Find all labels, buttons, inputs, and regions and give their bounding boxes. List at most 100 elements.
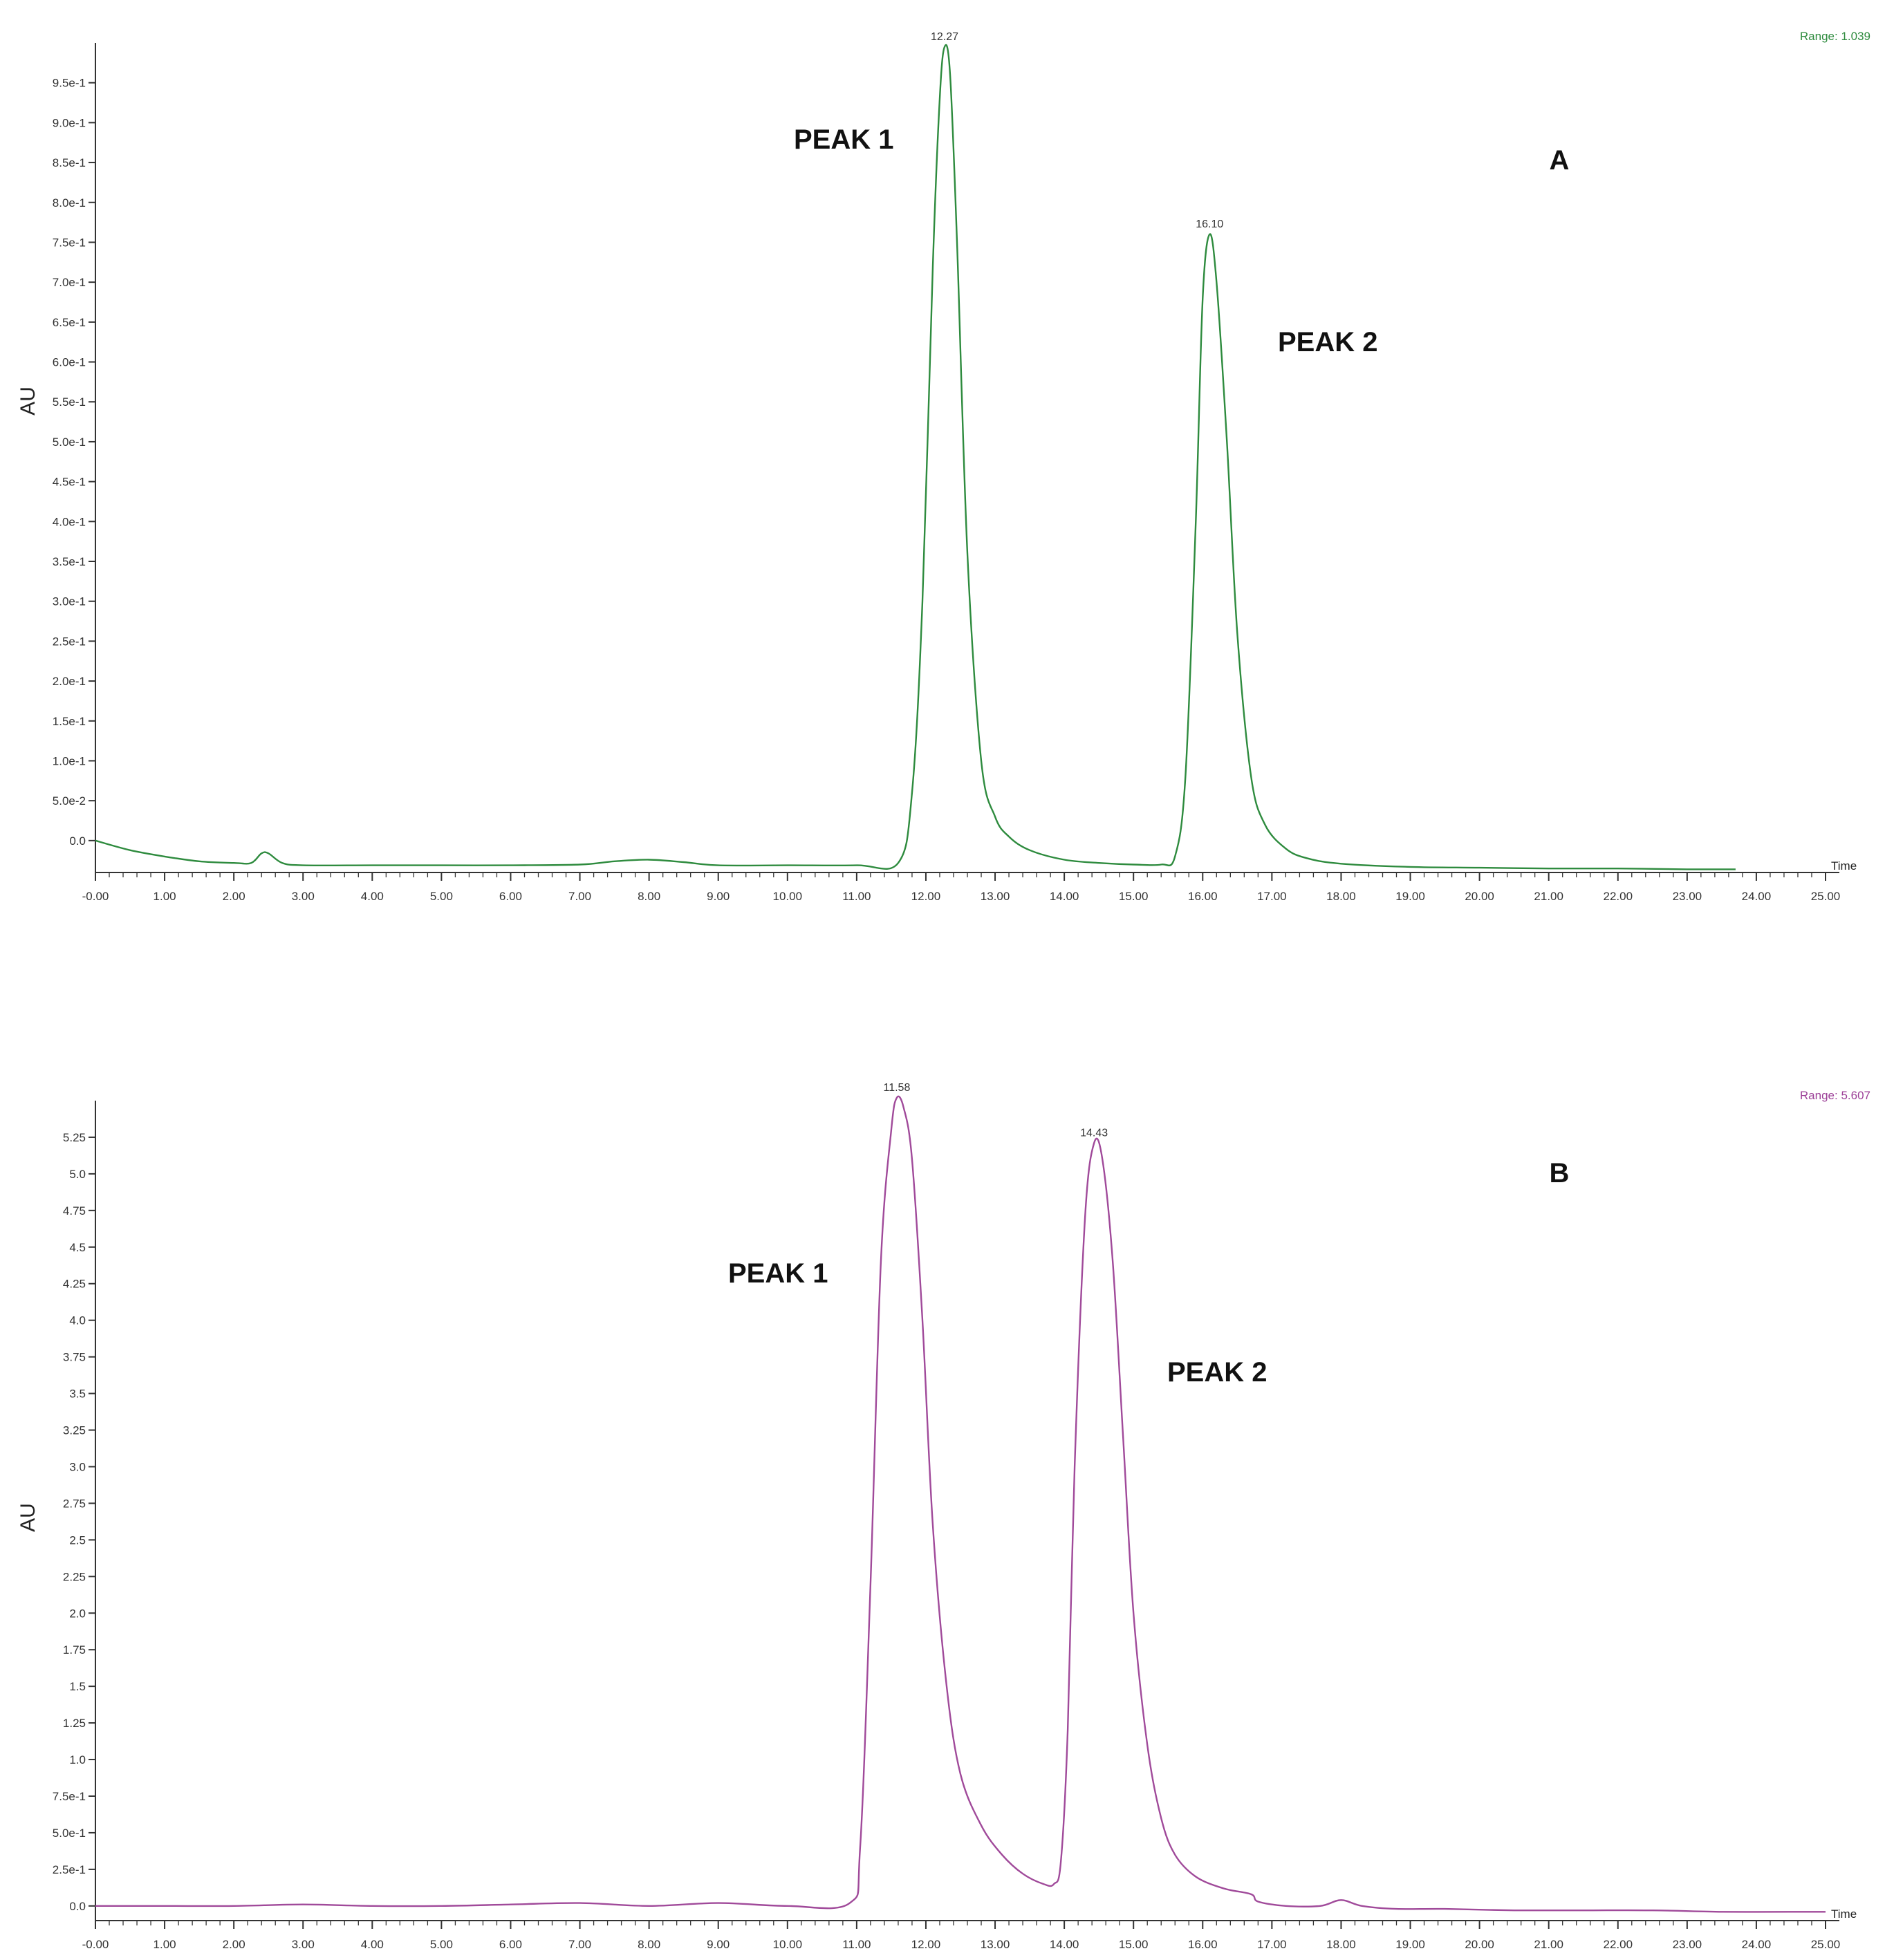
peak-name-label: PEAK 1 [794, 124, 894, 155]
x-tick-label: -0.00 [82, 1938, 109, 1951]
x-tick-label: 22.00 [1603, 1938, 1633, 1951]
y-tick-label: 1.0 [69, 1753, 86, 1766]
x-tick-label: 8.00 [638, 1938, 660, 1951]
y-tick-label: 0.0 [69, 1900, 86, 1913]
x-tick-label: 6.00 [499, 1938, 522, 1951]
y-tick-label: 4.25 [63, 1278, 86, 1291]
y-tick-label: 5.0e-2 [53, 794, 86, 808]
y-axis-title: AU [17, 386, 39, 416]
y-tick-label: 7.0e-1 [53, 276, 86, 289]
x-tick-label: 18.00 [1326, 890, 1356, 903]
x-tick-label: 1.00 [154, 1938, 176, 1951]
y-tick-label: 0.0 [69, 834, 86, 848]
y-tick-label: 5.0e-1 [53, 436, 86, 449]
y-tick-label: 1.75 [63, 1643, 86, 1656]
range-label: Range: 5.607 [1800, 1089, 1870, 1102]
peak-time-label: 14.43 [1080, 1127, 1108, 1139]
x-tick-label: 16.00 [1188, 1938, 1218, 1951]
x-tick-label: 2.00 [223, 1938, 245, 1951]
y-tick-label: 2.25 [63, 1570, 86, 1583]
x-tick-label: 9.00 [707, 1938, 730, 1951]
y-axis-title: AU [17, 1503, 39, 1532]
y-tick-label: 1.25 [63, 1717, 86, 1730]
x-tick-label: 8.00 [638, 890, 660, 903]
y-tick-label: 4.5 [69, 1241, 86, 1254]
y-tick-label: 2.5 [69, 1533, 86, 1547]
x-tick-label: 11.00 [842, 1938, 871, 1951]
x-tick-label: 4.00 [361, 890, 384, 903]
x-tick-label: 14.00 [1050, 1938, 1079, 1951]
y-tick-label: 5.0e-1 [53, 1827, 86, 1840]
y-tick-label: 4.75 [63, 1204, 86, 1217]
chromatogram-panel-b: -0.00 1.00 2.00 3.00 4.00 5.00 6.00 7.00 8.00 9.0… [17, 1082, 1870, 1951]
x-tick-label: 16.00 [1188, 890, 1218, 903]
x-tick-label: 23.00 [1673, 1938, 1702, 1951]
y-tick-label: 6.0e-1 [53, 356, 86, 369]
y-tick-label: 6.5e-1 [53, 316, 86, 329]
y-tick-label: 2.5e-1 [53, 635, 86, 648]
x-tick-label: 7.00 [568, 890, 591, 903]
x-tick-label: 25.00 [1811, 890, 1841, 903]
x-tick-label: 17.00 [1257, 1938, 1287, 1951]
peak-time-label: 16.10 [1196, 218, 1223, 230]
x-tick-label: 12.00 [911, 890, 941, 903]
x-tick-label: 15.00 [1119, 890, 1149, 903]
x-tick-label: 10.00 [773, 890, 803, 903]
x-tick-label: 5.00 [430, 890, 453, 903]
y-tick-label: 3.5 [69, 1388, 86, 1401]
y-tick-label: 3.25 [63, 1424, 86, 1437]
x-tick-label: 3.00 [292, 1938, 315, 1951]
y-tick-label: 2.0 [69, 1607, 86, 1620]
y-tick-label: 9.0e-1 [53, 116, 86, 129]
x-axis-title: Time [1831, 1907, 1857, 1921]
x-tick-label: 14.00 [1050, 890, 1079, 903]
x-tick-label: 11.00 [842, 890, 871, 903]
y-tick-label: 3.5e-1 [53, 555, 86, 568]
x-tick-label: 20.00 [1465, 890, 1494, 903]
peak-name-label: PEAK 1 [728, 1258, 828, 1289]
chromatogram-trace [95, 44, 1736, 870]
x-tick-label: 6.00 [499, 890, 522, 903]
x-tick-label: 21.00 [1534, 890, 1563, 903]
x-tick-label: 3.00 [292, 890, 315, 903]
x-tick-label: 20.00 [1465, 1938, 1494, 1951]
chromatogram-trace [95, 1095, 1826, 1913]
x-tick-label: 7.00 [568, 1938, 591, 1951]
x-tick-label: 13.00 [981, 1938, 1010, 1951]
x-tick-label: 5.00 [430, 1938, 453, 1951]
y-tick-label: 2.75 [63, 1497, 86, 1510]
x-tick-label: -0.00 [82, 890, 109, 903]
y-tick-label: 3.0e-1 [53, 595, 86, 608]
x-tick-label: 15.00 [1119, 1938, 1149, 1951]
x-tick-label: 19.00 [1395, 1938, 1425, 1951]
y-tick-label: 7.5e-1 [53, 236, 86, 249]
x-tick-label: 9.00 [707, 890, 730, 903]
y-tick-label: 4.5e-1 [53, 476, 86, 489]
y-tick-label: 1.0e-1 [53, 754, 86, 767]
y-tick-label: 5.5e-1 [53, 395, 86, 409]
y-tick-label: 1.5 [69, 1680, 86, 1693]
peak-time-label: 12.27 [931, 31, 958, 43]
peak-name-label: PEAK 2 [1167, 1357, 1268, 1388]
y-tick-label: 2.5e-1 [53, 1863, 86, 1876]
x-tick-label: 22.00 [1603, 890, 1633, 903]
y-tick-label: 1.5e-1 [53, 715, 86, 728]
y-tick-label: 8.0e-1 [53, 196, 86, 209]
x-tick-label: 24.00 [1742, 1938, 1772, 1951]
y-tick-label: 3.75 [63, 1351, 86, 1364]
x-tick-label: 17.00 [1257, 890, 1287, 903]
range-label: Range: 1.039 [1800, 30, 1870, 43]
x-axis-title: Time [1831, 859, 1857, 872]
x-tick-label: 23.00 [1673, 890, 1702, 903]
y-tick-label: 3.0 [69, 1460, 86, 1473]
x-tick-label: 10.00 [773, 1938, 803, 1951]
x-tick-label: 4.00 [361, 1938, 384, 1951]
panel-label: A [1550, 145, 1570, 176]
x-tick-label: 21.00 [1534, 1938, 1563, 1951]
x-tick-label: 25.00 [1811, 1938, 1841, 1951]
panel-label: B [1550, 1158, 1570, 1188]
y-tick-label: 5.0 [69, 1168, 86, 1181]
peak-time-label: 11.58 [883, 1082, 910, 1094]
chromatogram-panel-a: -0.00 1.00 2.00 3.00 4.00 5.00 6.00 7.00 8.00 9.0… [17, 30, 1870, 903]
